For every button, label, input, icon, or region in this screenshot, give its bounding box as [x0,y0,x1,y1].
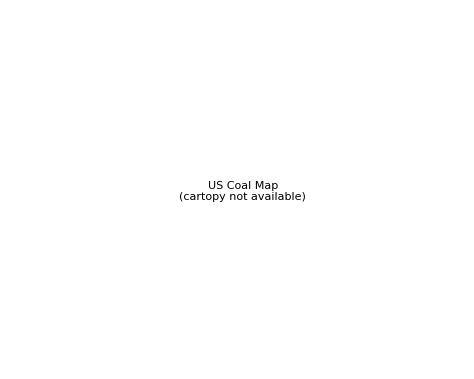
Text: US Coal Map
(cartopy not available): US Coal Map (cartopy not available) [180,181,306,202]
